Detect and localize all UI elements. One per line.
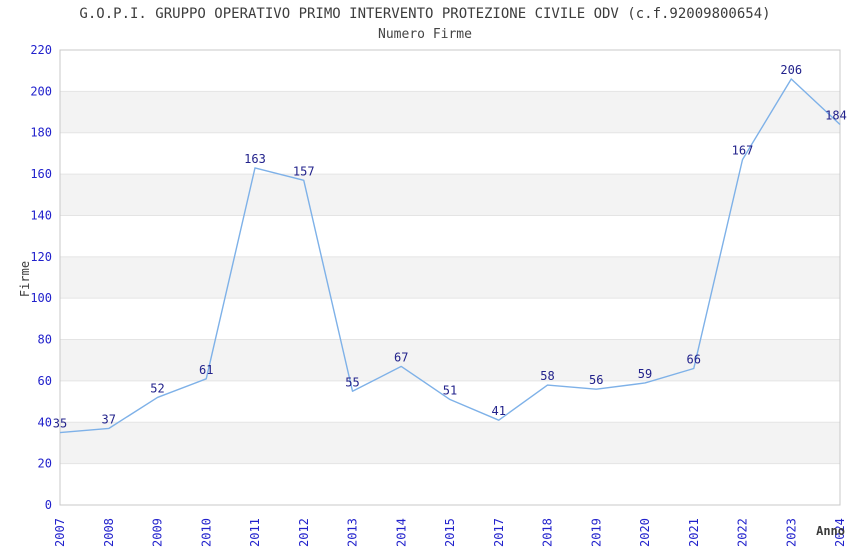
x-tick-label: 2008 [102,518,116,547]
x-tick-label: 2015 [443,518,457,547]
y-tick-label: 160 [30,167,52,181]
data-point-label: 59 [638,367,652,381]
data-point-label: 56 [589,373,603,387]
data-point-label: 52 [150,381,164,395]
x-tick-label: 2023 [784,518,798,547]
x-tick-label: 2010 [199,518,213,547]
y-tick-label: 140 [30,208,52,222]
y-tick-label: 40 [38,415,52,429]
data-point-label: 37 [102,412,116,426]
data-point-label: 184 [825,108,847,122]
x-tick-label: 2019 [589,518,603,547]
data-point-label: 61 [199,363,213,377]
data-point-label: 67 [394,350,408,364]
chart-subtitle: Numero Firme [378,27,472,42]
x-tick-label: 2014 [394,518,408,547]
x-tick-label: 2021 [687,518,701,547]
y-tick-label: 20 [38,457,52,471]
x-tick-label: 2022 [736,518,750,547]
x-tick-label: 2007 [53,518,67,547]
x-tick-label: 2017 [492,518,506,547]
x-tick-label: 2011 [248,518,262,547]
y-tick-label: 220 [30,43,52,57]
x-axis-title: Anno [816,524,845,538]
plot-band [60,422,840,464]
data-point-label: 58 [540,369,554,383]
x-tick-label: 2020 [638,518,652,547]
x-tick-label: 2024 [833,518,847,547]
y-tick-label: 100 [30,291,52,305]
x-tick-label: 2012 [297,518,311,547]
y-tick-label: 180 [30,126,52,140]
data-point-label: 66 [687,353,701,367]
data-point-label: 167 [732,144,754,158]
data-point-label: 55 [345,375,359,389]
x-tick-label: 2009 [151,518,165,547]
plot-band [60,339,840,381]
plot-border [59,49,841,506]
y-tick-label: 80 [38,333,52,347]
data-point-label: 35 [53,417,67,431]
data-point-label: 51 [443,384,457,398]
series-line [59,78,841,434]
y-tick-label: 120 [30,250,52,264]
y-tick-label: 200 [30,84,52,98]
x-tick-label: 2018 [541,518,555,547]
x-tick-label: 2013 [346,518,360,547]
data-point-label: 157 [293,164,315,178]
data-point-label: 163 [244,152,266,166]
chart-title: G.O.P.I. GRUPPO OPERATIVO PRIMO INTERVEN… [79,6,771,22]
y-tick-label: 0 [45,498,52,512]
plot-band [60,91,840,133]
plot-band [60,256,840,299]
y-tick-label: 60 [38,374,52,388]
plot-band [60,174,840,216]
data-point-label: 206 [780,63,802,77]
data-point-label: 41 [492,404,506,418]
